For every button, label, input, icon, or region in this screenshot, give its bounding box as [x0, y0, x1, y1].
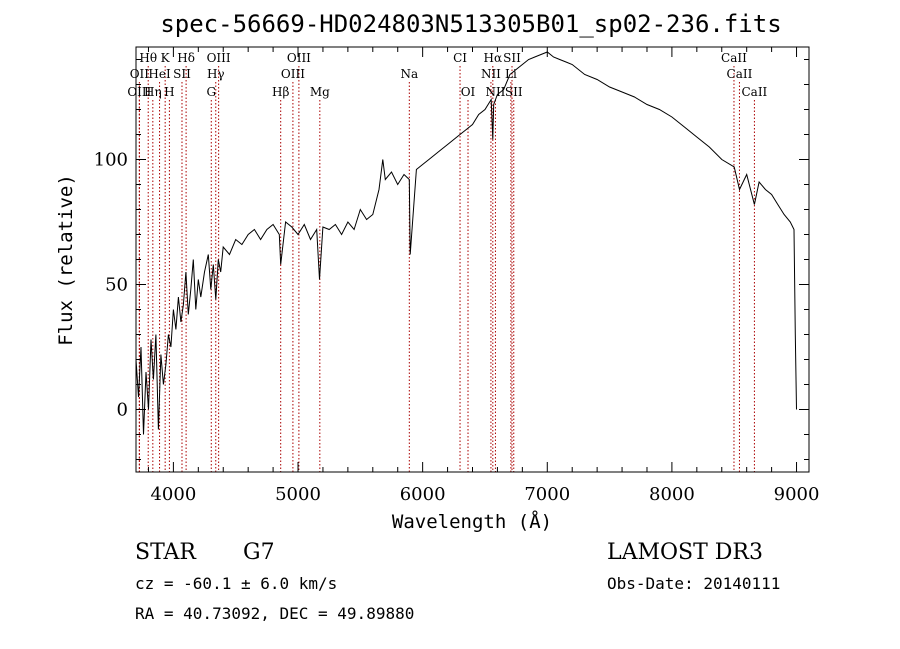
observation-date: Obs-Date: 20140111 — [607, 574, 780, 593]
y-tick-label-50: 50 — [105, 275, 128, 296]
line-label-11: SII — [173, 67, 191, 81]
line-label-20: H — [164, 85, 174, 99]
line-label-22: Hβ — [272, 85, 289, 99]
line-label-10: HeI — [148, 67, 171, 81]
coordinates: RA = 40.73092, DEC = 49.89880 — [135, 604, 414, 623]
line-label-27: CaII — [741, 85, 767, 99]
spectrum-line — [135, 51, 797, 435]
tick-labels: 4000 5000 6000 7000 8000 9000 0 50 100 — [94, 150, 820, 506]
x-axis-label: Wavelength (Å) — [392, 510, 552, 533]
line-label-9: OII — [130, 67, 150, 81]
x-tick-label-4000: 4000 — [150, 484, 196, 505]
line-label-5: CI — [453, 51, 467, 65]
line-label-17: CaII — [727, 67, 753, 81]
line-label-18: OIII — [127, 85, 151, 99]
line-label-24: OI — [461, 85, 476, 99]
x-tick-label-8000: 8000 — [649, 484, 695, 505]
survey-name: LAMOST DR3 — [607, 540, 763, 565]
line-label-6: Hα — [484, 51, 503, 65]
spectral-line-markers — [138, 66, 755, 472]
y-axis-label: Flux (relative) — [55, 174, 77, 346]
line-label-26: SII — [505, 85, 523, 99]
object-class: STAR — [135, 540, 197, 565]
x-tick-label-9000: 9000 — [774, 484, 820, 505]
line-label-7: SII — [503, 51, 521, 65]
axis-ticks — [136, 47, 809, 472]
line-label-8: CaII — [721, 51, 747, 65]
line-label-2: Hδ — [177, 51, 195, 65]
line-label-25: NII — [485, 85, 505, 99]
footer-info: STAR G7 LAMOST DR3 cz = -60.1 ± 6.0 km/s… — [135, 540, 780, 623]
chart-title: spec-56669-HD024803N513305B01_sp02-236.f… — [160, 10, 781, 38]
line-label-3: OIII — [207, 51, 231, 65]
line-label-15: NII — [481, 67, 501, 81]
line-label-19: Hη — [144, 85, 162, 99]
x-tick-label-7000: 7000 — [524, 484, 570, 505]
x-tick-label-6000: 6000 — [400, 484, 446, 505]
line-label-23: Mg — [310, 85, 330, 99]
line-label-14: Na — [400, 67, 418, 81]
line-label-21: G — [206, 85, 216, 99]
line-label-4: OIII — [287, 51, 311, 65]
plot-frame — [135, 46, 810, 473]
line-label-13: OIII — [281, 67, 305, 81]
line-label-0: Hθ — [139, 51, 157, 65]
x-tick-label-5000: 5000 — [275, 484, 321, 505]
y-tick-label-0: 0 — [117, 400, 128, 421]
object-subclass: G7 — [243, 540, 275, 565]
redshift-value: cz = -60.1 ± 6.0 km/s — [135, 574, 337, 593]
line-label-12: Hγ — [207, 67, 225, 81]
y-tick-label-100: 100 — [94, 150, 128, 171]
line-label-1: K — [161, 51, 171, 65]
